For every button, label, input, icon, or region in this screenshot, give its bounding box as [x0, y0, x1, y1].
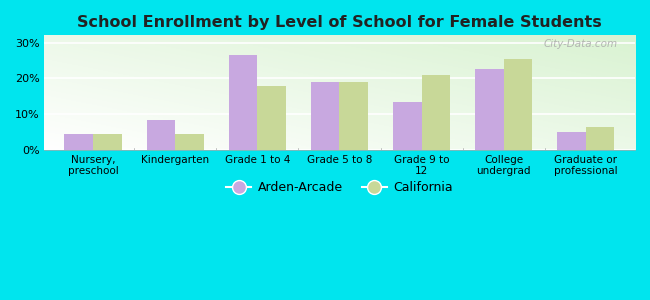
Bar	[586, 127, 614, 150]
Bar	[229, 55, 257, 150]
Bar	[311, 82, 339, 150]
Legend: Arden-Arcade, California: Arden-Arcade, California	[222, 176, 458, 199]
Bar	[393, 102, 422, 150]
Bar	[176, 134, 204, 150]
Bar	[257, 86, 286, 150]
Bar	[557, 132, 586, 150]
Bar	[146, 120, 176, 150]
Title: School Enrollment by Level of School for Female Students: School Enrollment by Level of School for…	[77, 15, 602, 30]
Bar	[93, 134, 122, 150]
Bar	[504, 59, 532, 150]
Bar	[475, 70, 504, 150]
Bar	[64, 134, 93, 150]
Text: City-Data.com: City-Data.com	[543, 39, 618, 49]
Bar	[422, 75, 450, 150]
Bar	[339, 82, 368, 150]
